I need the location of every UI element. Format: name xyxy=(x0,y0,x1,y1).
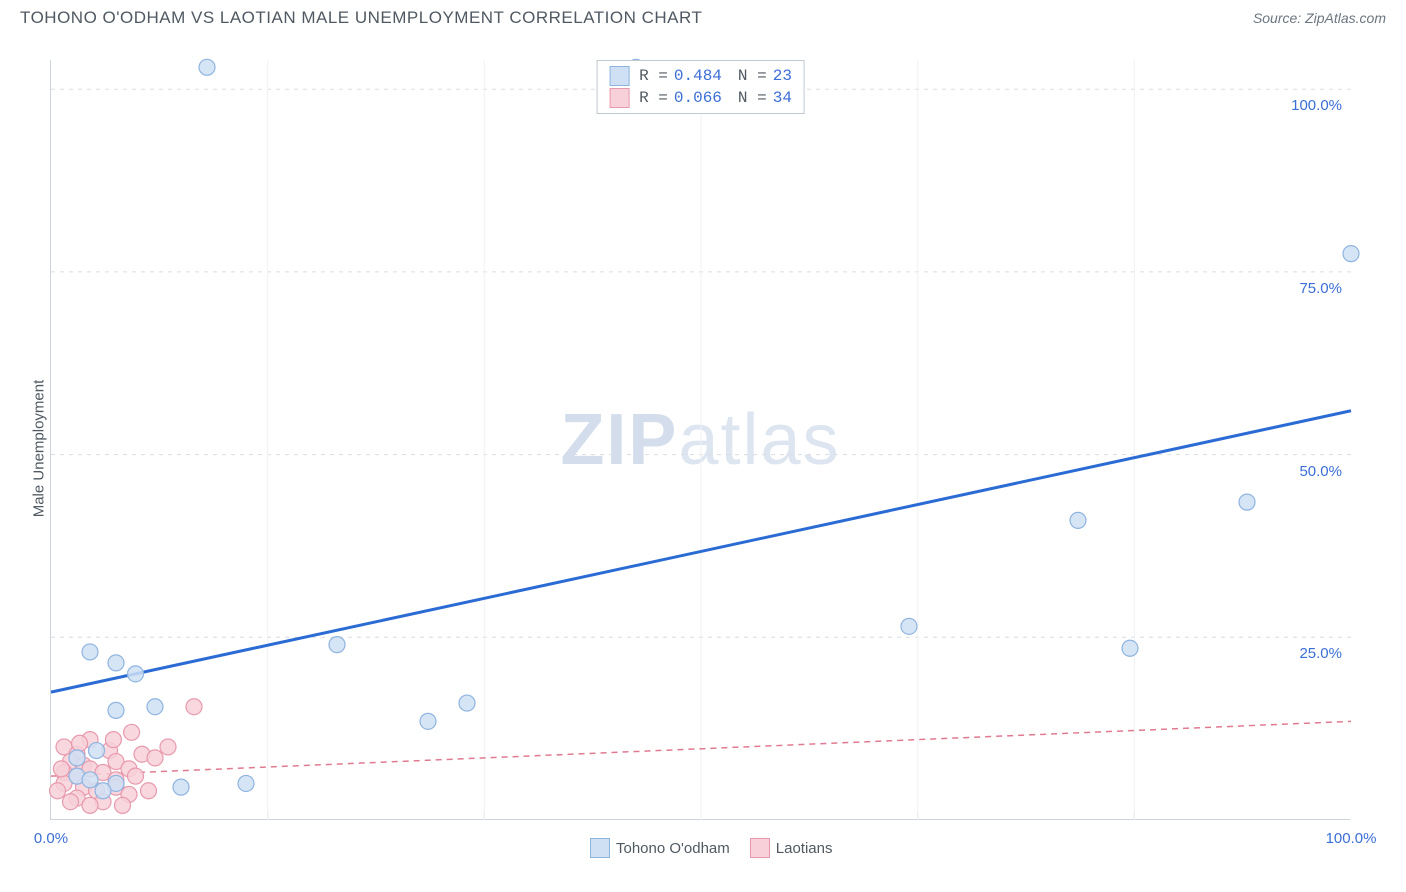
laotians-point xyxy=(128,768,144,784)
laotians-point xyxy=(50,783,66,799)
tohono-point xyxy=(89,743,105,759)
tohono-swatch-icon xyxy=(590,838,610,858)
tohono-point xyxy=(1239,494,1255,510)
tohono-point xyxy=(95,783,111,799)
laotians-point xyxy=(160,739,176,755)
n-label: N = xyxy=(738,89,767,107)
tohono-point xyxy=(173,779,189,795)
r-label: R = xyxy=(639,89,668,107)
tohono-point xyxy=(128,666,144,682)
x-tick-label: 100.0% xyxy=(1326,830,1377,847)
laotians-point xyxy=(105,732,121,748)
laotians-swatch xyxy=(609,88,629,108)
tohono-point xyxy=(147,699,163,715)
series-legend-item: Laotians xyxy=(750,838,833,858)
laotians-point xyxy=(141,783,157,799)
y-tick-label: 25.0% xyxy=(1299,645,1342,662)
n-value: 23 xyxy=(773,67,792,85)
y-axis-label: Male Unemployment xyxy=(30,380,47,518)
source-attribution: Source: ZipAtlas.com xyxy=(1253,10,1386,26)
n-label: N = xyxy=(738,67,767,85)
tohono-point xyxy=(420,713,436,729)
chart-title: TOHONO O'ODHAM VS LAOTIAN MALE UNEMPLOYM… xyxy=(20,8,702,28)
laotians-point xyxy=(82,797,98,813)
series-legend: Tohono O'odham Laotians xyxy=(590,838,833,858)
series-label: Tohono O'odham xyxy=(616,840,730,857)
y-tick-label: 75.0% xyxy=(1299,280,1342,297)
tohono-point xyxy=(69,750,85,766)
r-value: 0.066 xyxy=(674,89,732,107)
plot-svg xyxy=(51,60,1350,819)
laotians-point xyxy=(72,735,88,751)
tohono-point xyxy=(329,637,345,653)
x-tick-label: 0.0% xyxy=(34,830,68,847)
plot-area: ZIPatlas R =0.484N =23R =0.066N =34 25.0… xyxy=(50,60,1350,820)
series-label: Laotians xyxy=(776,840,833,857)
laotians-swatch-icon xyxy=(750,838,770,858)
laotians-point xyxy=(63,794,79,810)
laotians-point xyxy=(147,750,163,766)
tohono-point xyxy=(1343,246,1359,262)
y-tick-label: 50.0% xyxy=(1299,463,1342,480)
tohono-point xyxy=(82,644,98,660)
laotians-point xyxy=(124,724,140,740)
source-prefix: Source: xyxy=(1253,10,1305,26)
correlation-legend: R = 0.484 N = 23 R = 0.066 N = 34 xyxy=(596,60,805,114)
correlation-legend-row: R = 0.484 N = 23 xyxy=(609,65,792,87)
chart-header: TOHONO O'ODHAM VS LAOTIAN MALE UNEMPLOYM… xyxy=(0,0,1406,32)
tohono-point xyxy=(901,618,917,634)
y-tick-label: 100.0% xyxy=(1291,97,1342,114)
tohono-point xyxy=(459,695,475,711)
tohono-point xyxy=(238,775,254,791)
tohono-point xyxy=(199,59,215,75)
r-label: R = xyxy=(639,67,668,85)
correlation-legend-row: R = 0.066 N = 34 xyxy=(609,87,792,109)
r-value: 0.484 xyxy=(674,67,732,85)
tohono-swatch xyxy=(609,66,629,86)
source-name: ZipAtlas.com xyxy=(1305,10,1386,26)
tohono-point xyxy=(108,702,124,718)
tohono-point xyxy=(82,772,98,788)
tohono-point xyxy=(1070,512,1086,528)
chart-container: ZIPatlas R =0.484N =23R =0.066N =34 25.0… xyxy=(50,60,1390,840)
series-legend-item: Tohono O'odham xyxy=(590,838,730,858)
n-value: 34 xyxy=(773,89,792,107)
tohono-point xyxy=(108,655,124,671)
laotians-point xyxy=(115,797,131,813)
laotians-point xyxy=(186,699,202,715)
laotians-point xyxy=(53,761,69,777)
tohono-point xyxy=(1122,640,1138,656)
